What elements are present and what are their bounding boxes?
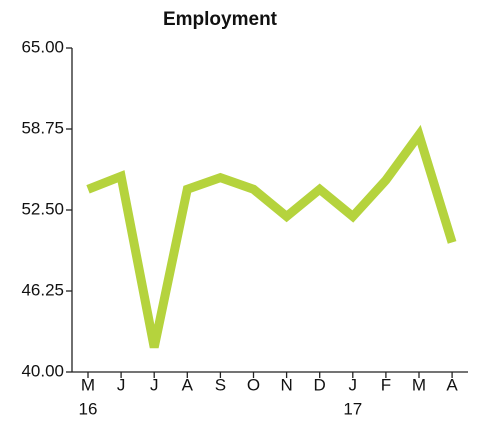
y-tick-label: 58.75 [21,118,64,137]
data-line [86,124,457,349]
x-tick-label: M [412,375,426,394]
x-tick-label: A [182,375,194,394]
x-tick-label: D [314,375,326,394]
year-label: 16 [79,399,98,418]
x-tick-label: N [280,375,292,394]
x-tick-label: J [150,375,159,394]
x-tick-label: J [117,375,126,394]
x-tick-label: S [215,375,226,394]
y-tick-label: 65.00 [21,37,64,56]
y-tick-label: 46.25 [21,280,64,299]
x-tick-label: M [81,375,95,394]
x-tick-label: O [247,375,260,394]
y-tick-label: 52.50 [21,199,64,218]
y-tick-label: 40.00 [21,361,64,380]
x-tick-label: A [446,375,458,394]
chart-title: Employment [163,9,278,30]
x-tick-label: F [381,375,391,394]
year-label: 17 [343,399,362,418]
x-tick-label: J [349,375,358,394]
